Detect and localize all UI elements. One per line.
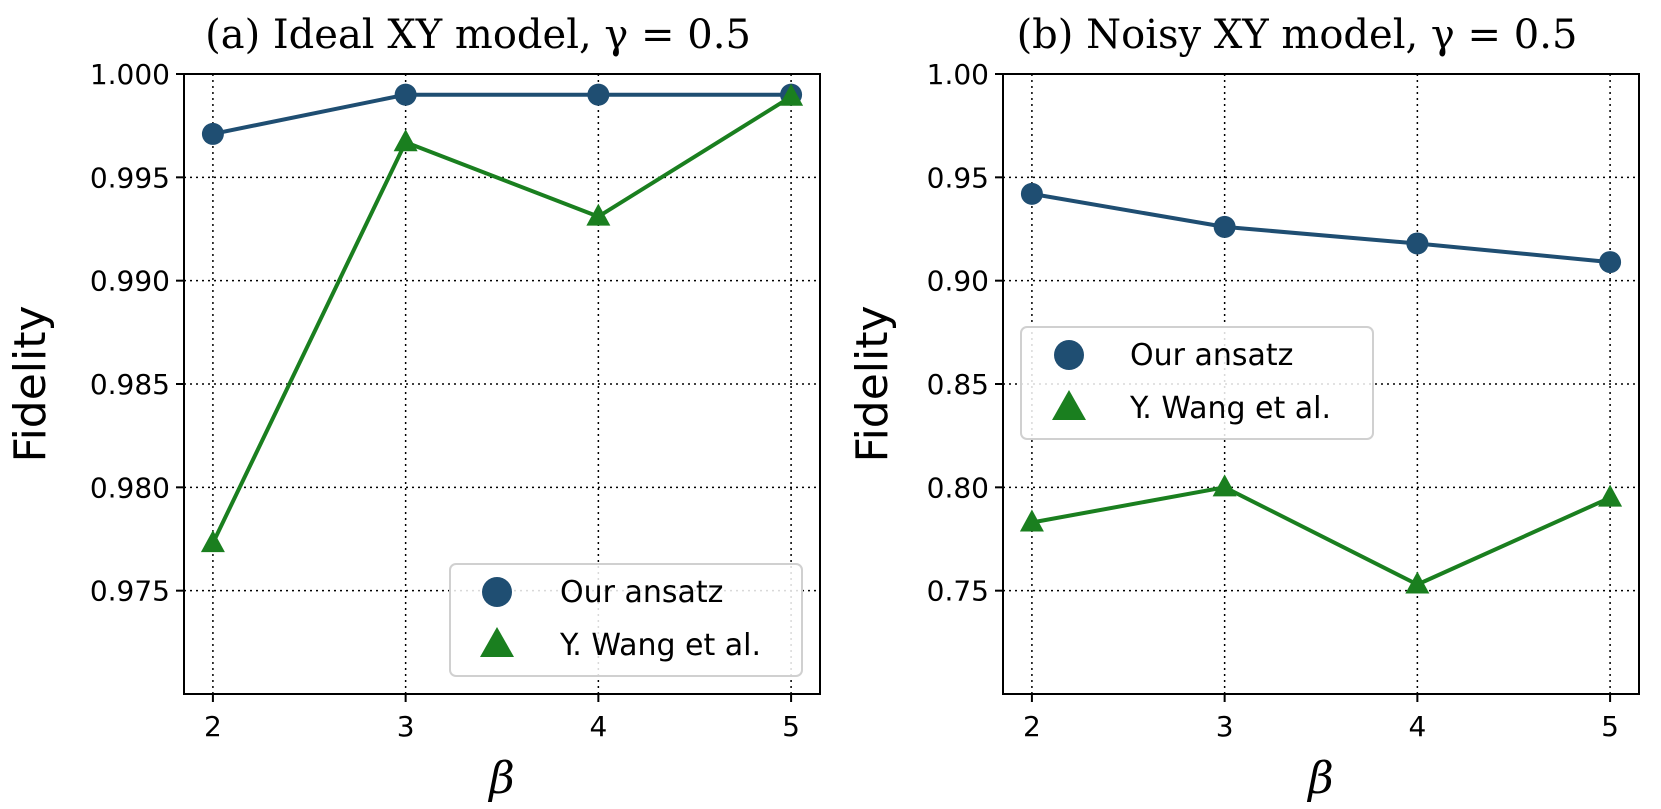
wang-point <box>393 129 418 152</box>
y-tick-label: 0.985 <box>90 368 170 401</box>
panel-b-series <box>1019 182 1623 594</box>
panel-b-legend-label-ours: Our ansatz <box>1130 338 1293 373</box>
panel-a-legend-label-wang: Y. Wang et al. <box>559 628 761 663</box>
y-tick-label: 0.995 <box>90 161 170 194</box>
x-tick-label: 5 <box>782 710 800 743</box>
panel-b-title: (b) Noisy XY model, γ = 0.5 <box>1017 12 1578 58</box>
y-tick-label: 0.85 <box>927 368 989 401</box>
wang-point <box>1212 474 1237 497</box>
x-tick-label: 5 <box>1601 710 1619 743</box>
panel-b-legend-triangle-marker <box>1052 390 1086 420</box>
y-tick-label: 0.75 <box>927 575 989 608</box>
panel-a-frame <box>183 73 821 695</box>
panel-a-legend-label-ours: Our ansatz <box>560 575 723 610</box>
our-ansatz-point <box>1213 215 1236 238</box>
wang-line <box>1031 485 1611 587</box>
panel-a-legend-circle-marker <box>482 577 512 607</box>
panel-a-legend: Our ansatz Y. Wang et al. <box>449 563 803 677</box>
panel-a: (a) Ideal XY model, γ = 0.5 0.9750.9800.… <box>5 12 821 804</box>
y-tick-label: 0.975 <box>90 575 170 608</box>
wang-point <box>586 203 611 226</box>
our-ansatz-point <box>1599 251 1622 274</box>
panel-b-xlabel: β <box>1306 753 1333 804</box>
wang-point <box>779 83 804 106</box>
y-tick-label: 0.990 <box>90 265 170 298</box>
our-ansatz-point <box>587 83 610 106</box>
wang-point <box>200 530 225 553</box>
x-tick-label: 3 <box>397 710 415 743</box>
panel-b-ticks: 0.75 0.80 0.85 0.90 0.95 1.00 2 3 4 5 <box>927 58 1619 743</box>
y-tick-label: 1.00 <box>927 58 989 91</box>
y-tick-label: 0.80 <box>927 471 989 504</box>
x-tick-label: 2 <box>204 710 222 743</box>
panel-b-ylabel: Fidelity <box>847 305 898 462</box>
y-tick-label: 1.000 <box>90 58 170 91</box>
panel-b-frame <box>1002 73 1640 695</box>
panel-b-legend-circle-marker <box>1054 340 1084 370</box>
x-tick-label: 4 <box>1408 710 1426 743</box>
wang-point <box>1598 484 1623 507</box>
our-ansatz-point <box>1406 232 1429 255</box>
panel-b-legend: Our ansatz Y. Wang et al. <box>1020 326 1374 440</box>
y-tick-label: 0.95 <box>927 161 989 194</box>
panel-b-legend-label-wang: Y. Wang et al. <box>1129 391 1331 426</box>
x-tick-label: 3 <box>1216 710 1234 743</box>
panel-a-legend-triangle-marker <box>480 627 514 657</box>
panel-a-ylabel: Fidelity <box>5 305 56 462</box>
panel-b: (b) Noisy XY model, γ = 0.5 0.75 0.80 0.85… <box>847 12 1640 804</box>
our-ansatz-point <box>201 122 224 145</box>
panel-b-legend-box <box>1020 326 1374 440</box>
panel-a-legend-box <box>449 563 803 677</box>
our-ansatz-line <box>212 92 792 136</box>
x-tick-label: 4 <box>589 710 607 743</box>
wang-point <box>1019 509 1044 532</box>
wang-line <box>211 95 793 544</box>
our-ansatz-point <box>1020 182 1043 205</box>
x-tick-label: 2 <box>1023 710 1041 743</box>
our-ansatz-point <box>394 83 417 106</box>
panel-a-ticks: 0.975 0.980 0.985 0.990 0.995 1.000 2 3 4 5 <box>90 58 800 743</box>
panel-a-xlabel: β <box>487 753 514 804</box>
y-tick-label: 0.90 <box>927 265 989 298</box>
panel-a-title: (a) Ideal XY model, γ = 0.5 <box>205 12 751 58</box>
panel-a-series <box>200 83 804 553</box>
y-tick-label: 0.980 <box>90 471 170 504</box>
our-ansatz-line <box>1031 191 1611 265</box>
wang-point <box>1405 571 1430 594</box>
